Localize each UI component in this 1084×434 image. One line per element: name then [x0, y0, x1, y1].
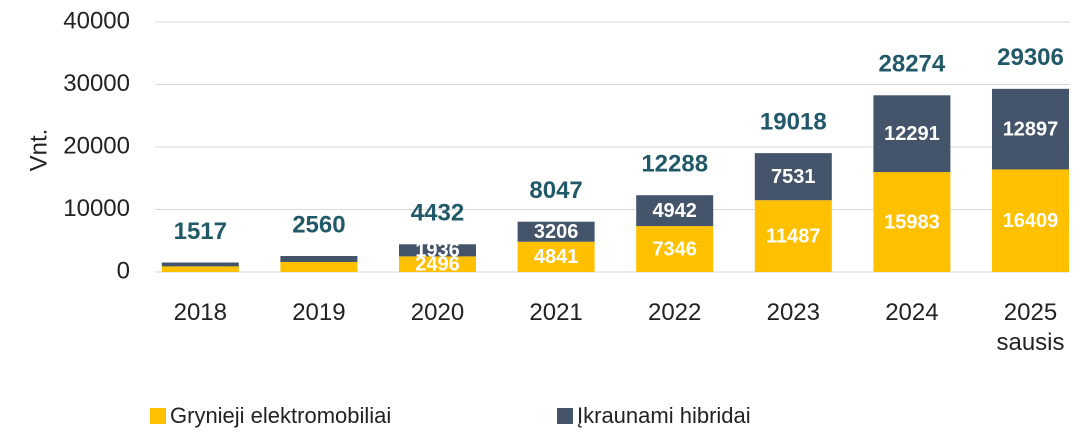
y-tick-label: 30000	[63, 70, 130, 97]
bar-segment	[517, 221, 595, 242]
bar-segment	[992, 88, 1069, 170]
x-tick-label: 2025 sausis	[996, 299, 1065, 356]
bar-segment	[399, 244, 476, 257]
bar-segment	[280, 256, 358, 262]
legend-label: Įkraunami hibridai	[577, 403, 751, 428]
x-tick-label: 2018	[173, 299, 227, 326]
y-axis-title: Vnt.	[25, 129, 52, 172]
y-tick-label: 10000	[63, 195, 130, 222]
bar-value-label: 7346	[652, 238, 697, 260]
y-tick-label: 20000	[63, 132, 130, 159]
bar-value-label: 4942	[652, 200, 697, 222]
x-tick-label: 2024	[885, 299, 939, 326]
bar-value-label: 7531	[771, 166, 816, 188]
total-label: 19018	[760, 108, 827, 135]
total-label: 8047	[529, 177, 582, 204]
total-label: 1517	[174, 218, 227, 245]
x-tick-label: 2022	[647, 299, 702, 326]
bar-value-label: 12291	[884, 123, 940, 145]
bar-value-label: 15983	[884, 211, 940, 233]
bar-segment	[754, 153, 832, 201]
x-tick-label: 2023	[766, 299, 820, 326]
bar-value-label: 3206	[534, 221, 579, 243]
bar-segment	[754, 200, 832, 272]
bar-value-label: 16409	[1003, 210, 1059, 232]
bar-value-label: 1936	[415, 240, 460, 262]
legend-swatch	[557, 408, 573, 424]
bar-value-label: 11487	[766, 225, 821, 247]
bar-segment	[161, 262, 239, 267]
bar-segment	[517, 241, 595, 272]
x-tick-label: 2019	[292, 299, 346, 326]
total-label: 2560	[292, 211, 345, 238]
y-tick-label: 0	[117, 257, 130, 284]
bar-value-label: 4841	[534, 246, 579, 268]
total-label: 4432	[411, 200, 464, 227]
x-tick-label: 2021	[529, 299, 583, 326]
bar-segment	[873, 172, 951, 272]
legend-label: Grynieji elektromobiliai	[170, 403, 391, 428]
total-label: 29306	[997, 44, 1064, 71]
bar-segment	[636, 195, 714, 227]
total-label: 28274	[879, 51, 946, 78]
x-tick-label: 2020	[410, 299, 465, 326]
bar-segment	[280, 262, 358, 272]
bar-segment	[161, 266, 239, 272]
bar-value-label: 2496	[415, 253, 460, 275]
total-label: 12288	[641, 151, 708, 178]
bar-segment	[873, 95, 951, 173]
bar-value-label: 12897	[1003, 118, 1059, 140]
legend-swatch	[150, 408, 166, 424]
y-tick-label: 40000	[63, 7, 130, 34]
bar-segment	[636, 226, 714, 272]
bar-segment	[992, 169, 1069, 272]
bar-segment	[399, 256, 476, 272]
